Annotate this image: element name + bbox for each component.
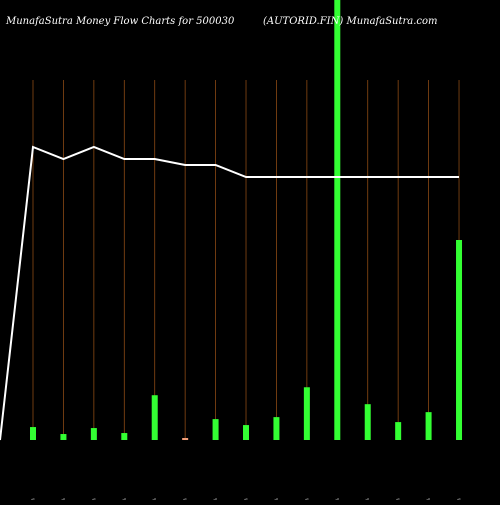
- bar-7: [243, 425, 250, 440]
- bar-4: [151, 395, 158, 440]
- bar-13: [425, 412, 432, 440]
- bar-8: [273, 417, 280, 440]
- bar-3: [121, 433, 128, 440]
- bar-0: [30, 427, 36, 440]
- money-flow-line: [0, 145, 460, 441]
- bar-9: [303, 387, 310, 440]
- chart-title-left: MunafaSutra Money Flow Charts for 500030: [6, 16, 235, 27]
- chart-title-right: (AUTORID.FIN) MunafaSutra.com: [263, 16, 438, 27]
- bar-1: [60, 434, 67, 440]
- bar-10: [334, 0, 341, 440]
- bar-5: [182, 438, 189, 441]
- bar-11: [364, 404, 371, 440]
- bar-6: [212, 419, 219, 440]
- bar-14: [456, 240, 463, 440]
- bar-2: [90, 428, 97, 440]
- bar-12: [395, 422, 402, 440]
